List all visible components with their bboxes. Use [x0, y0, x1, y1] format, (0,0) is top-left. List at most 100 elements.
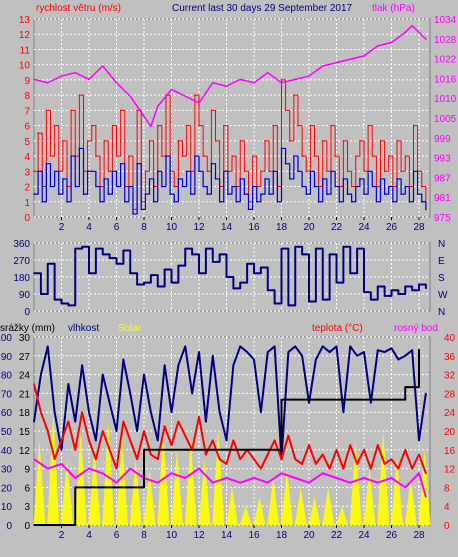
temperature-series-point: [315, 463, 317, 465]
wind-average-series-point: [367, 170, 369, 173]
rain-y-tick-label: 24: [19, 371, 31, 382]
wind-speed-series-point: [387, 155, 390, 157]
wind-average-series-point: [128, 185, 130, 188]
rain-series-point: [156, 449, 159, 451]
humidity-series-point: [40, 373, 42, 376]
dew-point-series-point: [225, 477, 228, 479]
wind-average-series-point: [82, 193, 85, 195]
wind-average-series-point: [363, 193, 365, 195]
dew-point-series-point: [335, 477, 338, 479]
dew-point-series-point: [156, 481, 159, 484]
direction-compass-label: N: [438, 307, 445, 318]
temperature-series-point: [404, 449, 407, 451]
solar-spike: [226, 487, 238, 525]
temperature-series-point: [136, 458, 138, 461]
wind-speed-series-point: [49, 155, 52, 157]
wind-x-tick-label: 16: [248, 222, 260, 233]
humidity-series-point: [184, 345, 187, 348]
wind-speed-series-point: [62, 140, 64, 142]
wind-speed-series-point: [363, 170, 365, 173]
pressure-series-point: [363, 55, 365, 57]
wind-average-series-point: [123, 200, 126, 203]
dew-point-series-point: [308, 481, 310, 484]
wind-average-series-point: [309, 170, 312, 173]
wind-speed-series-point: [111, 124, 114, 127]
direction-y-tick-label: 0: [24, 307, 30, 318]
wind-average-series-point: [231, 185, 233, 188]
dew-point-series-point: [349, 481, 352, 484]
humidity-series-point: [191, 392, 193, 395]
wind-direction-series-point: [184, 247, 187, 250]
wind-y-tick-label: 11: [20, 45, 31, 56]
humidity-y-tick-label: 90: [1, 352, 13, 363]
wind-speed-series-point: [305, 170, 308, 173]
wind-speed-series-point: [342, 140, 345, 142]
temperature-y-tick-label: 16: [444, 446, 456, 457]
wind-average-series-point: [165, 155, 167, 157]
climate-x-tick-label: 24: [358, 530, 370, 541]
wind-direction-series-point: [95, 247, 97, 250]
wind-speed-series-point: [37, 132, 39, 135]
wind-direction-series-point: [321, 298, 324, 301]
wind-speed-series-point: [107, 170, 110, 173]
wind-direction-series-point: [425, 287, 427, 290]
direction-y-tick-label: 90: [19, 290, 31, 301]
chart-title: Current last 30 days 29 September 2017: [172, 3, 353, 14]
wind-speed-series-point: [313, 155, 316, 157]
dew-point-series: [33, 458, 427, 498]
dew-point-legend: rosný bod: [394, 323, 438, 334]
wind-y-tick-label: 5: [24, 137, 30, 148]
wind-average-series-point: [247, 208, 250, 211]
wind-direction-series-point: [101, 253, 104, 256]
wind-direction-series-point: [46, 262, 49, 265]
pressure-axis-title: tlak (hPa): [372, 3, 415, 14]
humidity-series-point: [411, 349, 413, 351]
dew-point-series-point: [280, 472, 283, 475]
wind-average-series-point: [354, 185, 357, 188]
dew-point-series-point: [425, 496, 427, 498]
wind-direction-series-point: [53, 298, 56, 301]
wind-direction-series-point: [397, 293, 400, 295]
direction-compass-label: W: [438, 290, 448, 301]
rain-series-point: [294, 398, 297, 401]
wind-direction-series-point: [273, 302, 276, 305]
wind-average-series-point: [45, 162, 48, 165]
wind-average-series-point: [53, 170, 56, 173]
wind-speed-series-point: [194, 94, 196, 96]
dew-point-series-point: [198, 467, 200, 470]
temperature-series-point: [356, 463, 358, 465]
dew-point-series-point: [211, 481, 214, 484]
humidity-y-tick-label: 40: [1, 446, 13, 457]
wind-average-series-point: [86, 170, 89, 173]
wind-average-series-point: [268, 193, 270, 195]
solar-spike: [308, 496, 321, 525]
humidity-series-point: [60, 449, 63, 451]
temperature-y-tick-label: 20: [444, 427, 456, 438]
dew-point-series-point: [363, 477, 365, 479]
wind-average-series-point: [284, 162, 287, 165]
wind-average-series-point: [379, 178, 382, 180]
wind-speed-series-point: [264, 140, 266, 142]
temperature-series-point: [232, 439, 235, 442]
wind-speed-series-point: [231, 155, 233, 157]
temperature-series-point: [418, 453, 420, 456]
wind-average-series-point: [334, 185, 336, 188]
pressure-series-point: [411, 24, 413, 27]
temperature-y-tick-label: 28: [444, 389, 456, 400]
wind-average-series-point: [235, 200, 237, 203]
wind-average-series-point: [288, 178, 291, 180]
wind-speed-series-point: [280, 79, 283, 81]
wind-speed-series-point: [78, 94, 81, 96]
climate-x-tick-label: 22: [331, 530, 343, 541]
humidity-y-tick-label: 70: [1, 389, 13, 400]
wind-average-series-point: [115, 185, 118, 188]
pressure-y-tick-label: 1016: [434, 74, 457, 85]
temperature-y-tick-label: 24: [444, 408, 456, 419]
wind-direction-series-point: [177, 264, 180, 267]
wind-direction-series-point: [404, 285, 407, 288]
wind-direction-series: [34, 245, 427, 307]
solar-spike: [294, 487, 307, 525]
climate-x-tick-label: 28: [413, 530, 425, 541]
chart-layer: 0123456789101112139759819879939991005101…: [0, 15, 457, 541]
humidity-series-point: [239, 345, 242, 348]
